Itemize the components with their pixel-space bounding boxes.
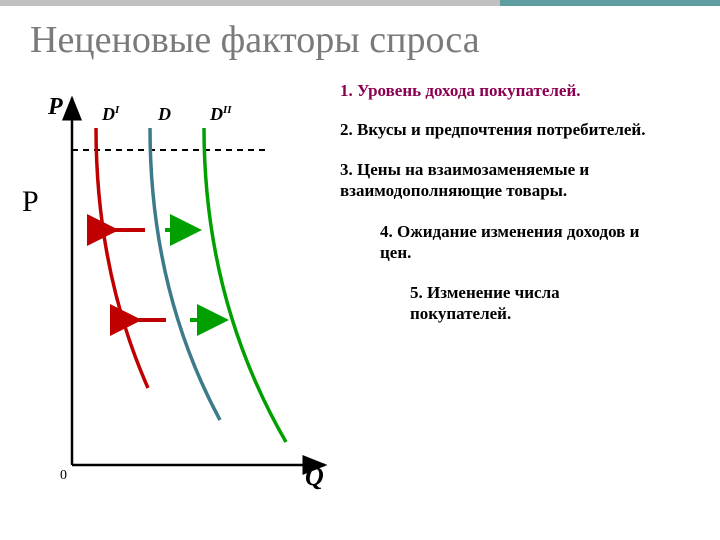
factor-3: 3. Цены на взаимозаменяемые и взаимодопо… <box>340 159 700 202</box>
factor-5: 5. Изменение числа покупателей. <box>410 282 610 325</box>
factor-4: 4. Ожидание изменения доходов и цен. <box>380 221 660 264</box>
factor-2: 2. Вкусы и предпочтения потребителей. <box>340 119 700 140</box>
border-teal <box>500 0 720 6</box>
factor-1: 1. Уровень дохода покупателей. <box>340 80 700 101</box>
factor-list: 1. Уровень дохода покупателей. 2. Вкусы … <box>340 80 700 336</box>
curve-d2 <box>204 128 286 442</box>
slide-title: Неценовые факторы спроса <box>30 18 480 62</box>
chart-area: P DI D DII P 0 Q <box>30 90 320 490</box>
curve-d <box>150 128 220 420</box>
top-border <box>0 0 720 6</box>
chart-svg <box>30 90 340 490</box>
border-gray <box>0 0 500 6</box>
curve-d1 <box>96 128 148 388</box>
